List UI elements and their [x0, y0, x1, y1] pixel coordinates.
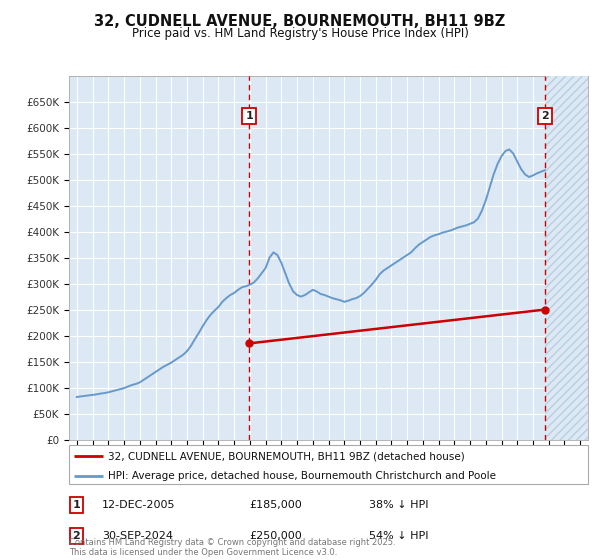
Text: 2: 2 [73, 531, 80, 541]
Text: 30-SEP-2024: 30-SEP-2024 [102, 531, 173, 541]
Text: 38% ↓ HPI: 38% ↓ HPI [369, 500, 428, 510]
Text: 12-DEC-2005: 12-DEC-2005 [102, 500, 176, 510]
Text: 1: 1 [245, 111, 253, 120]
Text: £185,000: £185,000 [249, 500, 302, 510]
Text: £250,000: £250,000 [249, 531, 302, 541]
Text: 2: 2 [541, 111, 548, 120]
Text: 32, CUDNELL AVENUE, BOURNEMOUTH, BH11 9BZ (detached house): 32, CUDNELL AVENUE, BOURNEMOUTH, BH11 9B… [108, 451, 464, 461]
Text: 1: 1 [73, 500, 80, 510]
FancyBboxPatch shape [69, 445, 588, 484]
Text: HPI: Average price, detached house, Bournemouth Christchurch and Poole: HPI: Average price, detached house, Bour… [108, 471, 496, 481]
Text: 54% ↓ HPI: 54% ↓ HPI [369, 531, 428, 541]
Text: Contains HM Land Registry data © Crown copyright and database right 2025.
This d: Contains HM Land Registry data © Crown c… [69, 538, 395, 557]
Bar [545, 76, 588, 440]
Text: 32, CUDNELL AVENUE, BOURNEMOUTH, BH11 9BZ: 32, CUDNELL AVENUE, BOURNEMOUTH, BH11 9B… [94, 14, 506, 29]
Text: Price paid vs. HM Land Registry's House Price Index (HPI): Price paid vs. HM Land Registry's House … [131, 27, 469, 40]
